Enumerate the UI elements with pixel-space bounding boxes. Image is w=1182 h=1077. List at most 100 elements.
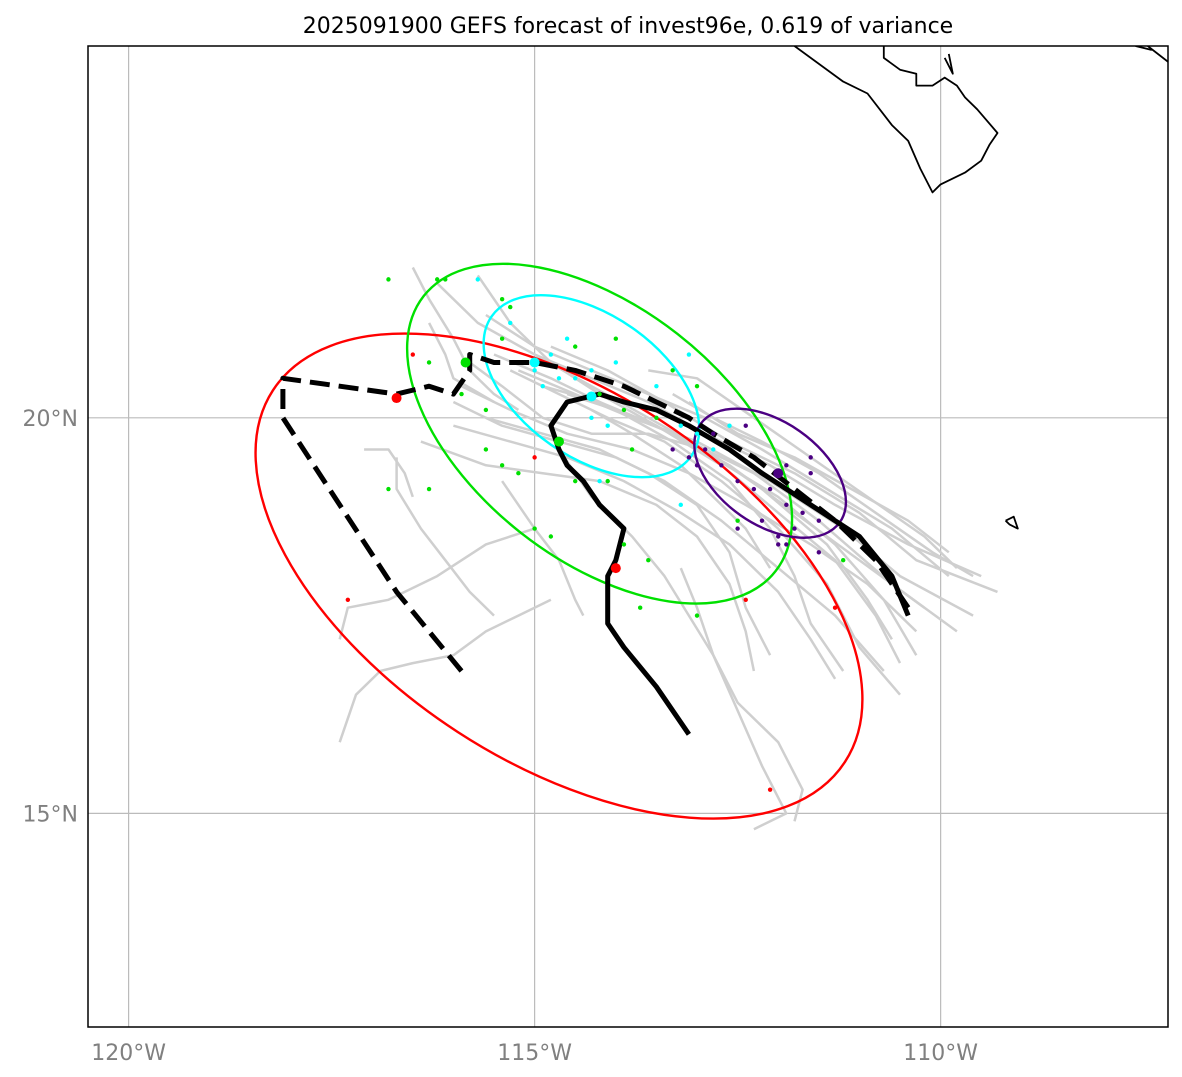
member-point-green bbox=[597, 391, 602, 397]
mean-position-cyan bbox=[529, 357, 540, 368]
member-point-purple bbox=[719, 463, 724, 468]
member-positions bbox=[345, 277, 846, 792]
chart-title: 2025091900 GEFS forecast of invest96e, 0… bbox=[303, 14, 953, 39]
member-point-cyan bbox=[508, 320, 513, 326]
member-point-green bbox=[694, 613, 700, 618]
member-point-green bbox=[637, 605, 643, 610]
member-point-green bbox=[386, 486, 391, 492]
member-point-cyan bbox=[678, 502, 683, 508]
member-point-red bbox=[532, 455, 537, 460]
mean-position-red bbox=[391, 393, 402, 404]
member-point-green bbox=[516, 471, 521, 476]
ensemble-track bbox=[566, 392, 845, 672]
ensemble-track bbox=[338, 527, 535, 640]
member-point-cyan bbox=[475, 277, 480, 282]
member-point-purple bbox=[784, 502, 789, 508]
member-point-green bbox=[654, 415, 659, 421]
member-point-purple bbox=[759, 518, 765, 523]
mean-track-dashed bbox=[280, 352, 911, 673]
plot-area bbox=[88, 46, 1168, 1027]
ensemble-track bbox=[338, 598, 552, 743]
member-point-purple bbox=[784, 542, 789, 547]
member-point-purple bbox=[808, 471, 813, 476]
member-point-red bbox=[410, 352, 416, 357]
member-point-purple bbox=[808, 455, 813, 460]
member-point-purple bbox=[702, 447, 708, 452]
axis-tick-labels: 120°W 115°W 110°W 20°N 15°N bbox=[23, 407, 979, 1066]
member-point-red bbox=[832, 605, 838, 610]
ensemble-track bbox=[679, 567, 804, 822]
member-point-cyan bbox=[548, 352, 554, 357]
ensemble-track bbox=[688, 400, 950, 554]
member-point-purple bbox=[776, 534, 781, 539]
ensemble-track bbox=[468, 361, 958, 633]
ellipse-red bbox=[254, 332, 864, 820]
ellipse-cyan bbox=[482, 293, 701, 479]
mean-position-markers bbox=[391, 357, 784, 574]
ellipse-green bbox=[405, 262, 794, 605]
y-tick-label: 20°N bbox=[23, 407, 78, 432]
mean-position-red bbox=[610, 563, 621, 574]
member-point-green bbox=[605, 478, 610, 484]
member-point-purple bbox=[735, 478, 740, 484]
coastline-segment bbox=[1004, 515, 1019, 530]
coastline bbox=[793, 46, 1168, 530]
member-point-cyan bbox=[532, 368, 537, 373]
member-point-cyan bbox=[605, 423, 610, 428]
member-point-cyan bbox=[727, 423, 732, 428]
ensemble-track bbox=[550, 345, 998, 594]
member-point-green bbox=[386, 277, 391, 282]
mean-position-green bbox=[460, 357, 471, 368]
member-point-green bbox=[508, 304, 513, 310]
mean-tracks bbox=[280, 352, 911, 736]
member-point-purple bbox=[816, 518, 822, 523]
member-point-purple bbox=[735, 526, 740, 531]
member-point-green bbox=[426, 360, 432, 365]
mean-position-purple bbox=[773, 468, 784, 479]
member-point-green bbox=[694, 383, 700, 389]
member-point-purple bbox=[800, 510, 805, 515]
member-point-cyan bbox=[597, 478, 602, 484]
member-point-green bbox=[483, 447, 489, 452]
mean-track-solid bbox=[548, 391, 911, 736]
member-point-green bbox=[621, 407, 627, 413]
member-point-cyan bbox=[556, 376, 562, 381]
member-point-green bbox=[499, 296, 505, 302]
gridlines bbox=[88, 46, 1168, 1027]
ensemble-track bbox=[395, 457, 495, 617]
member-point-green bbox=[483, 407, 489, 413]
member-point-green bbox=[629, 447, 635, 452]
ensemble-track bbox=[453, 424, 837, 680]
member-point-cyan bbox=[711, 447, 716, 452]
member-point-cyan bbox=[654, 383, 659, 389]
mean-position-cyan bbox=[586, 391, 597, 402]
ensemble-track bbox=[427, 322, 495, 404]
ensemble-track bbox=[590, 408, 772, 569]
plot-frame bbox=[87, 45, 1169, 1028]
member-point-purple bbox=[792, 526, 797, 531]
member-point-purple bbox=[816, 550, 822, 555]
x-tick-label: 120°W bbox=[91, 1041, 166, 1066]
member-point-purple bbox=[694, 463, 700, 468]
member-point-cyan bbox=[613, 360, 619, 365]
member-point-purple bbox=[743, 423, 748, 428]
member-point-cyan bbox=[564, 336, 570, 341]
member-point-purple bbox=[711, 431, 716, 436]
member-point-cyan bbox=[694, 431, 700, 436]
coastline-segment bbox=[793, 46, 999, 194]
ensemble-tracks bbox=[338, 266, 998, 831]
member-point-cyan bbox=[678, 423, 683, 428]
member-point-purple bbox=[784, 463, 789, 468]
member-point-green bbox=[532, 526, 537, 531]
coastline-segment bbox=[943, 53, 954, 75]
member-point-green bbox=[573, 478, 578, 484]
member-point-purple bbox=[686, 455, 692, 460]
mean-position-green bbox=[553, 436, 564, 447]
ensemble-track bbox=[364, 448, 414, 498]
member-point-purple bbox=[767, 486, 773, 492]
ensemble-track bbox=[452, 400, 885, 672]
member-point-cyan bbox=[589, 415, 594, 421]
member-point-red bbox=[743, 597, 748, 602]
member-point-green bbox=[548, 534, 554, 539]
member-point-green bbox=[613, 336, 619, 341]
